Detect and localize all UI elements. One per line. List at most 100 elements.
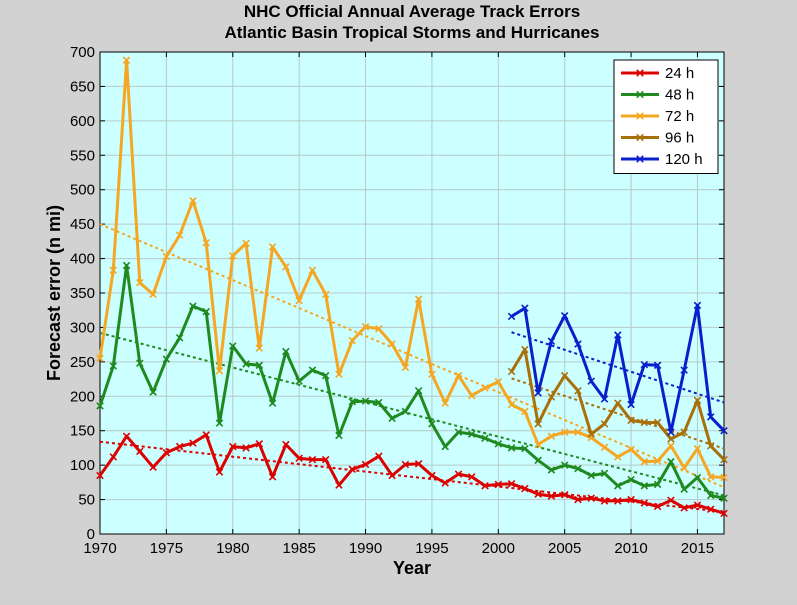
data-point	[534, 440, 542, 449]
data-point	[587, 430, 595, 438]
data-point	[667, 496, 675, 505]
data-point	[109, 453, 118, 461]
data-point	[680, 464, 688, 472]
data-point	[321, 290, 330, 299]
data-point	[255, 361, 264, 370]
data-point	[547, 393, 556, 401]
data-point	[375, 325, 383, 333]
data-point	[348, 336, 357, 345]
data-point	[534, 389, 542, 397]
data-point	[375, 398, 383, 407]
legend-marker	[636, 155, 644, 163]
data-point	[640, 457, 649, 466]
data-point	[667, 442, 675, 450]
data-point	[693, 444, 702, 453]
data-point	[175, 333, 184, 342]
y-tick-label: 350	[70, 285, 95, 302]
data-point	[441, 399, 449, 407]
data-point	[574, 428, 582, 436]
data-point	[494, 480, 503, 489]
data-point	[481, 434, 489, 443]
y-tick-label: 100	[70, 457, 95, 474]
data-point	[335, 370, 343, 379]
legend-label: 24 h	[665, 65, 694, 82]
legend-marker	[636, 133, 644, 142]
y-tick-label: 600	[70, 113, 95, 130]
data-point	[614, 453, 622, 461]
data-point	[627, 475, 635, 484]
data-point	[454, 371, 463, 380]
data-point	[202, 238, 210, 247]
data-point	[96, 471, 104, 480]
data-point	[587, 471, 595, 480]
data-point	[136, 278, 144, 287]
data-point	[653, 502, 662, 511]
data-point	[706, 413, 715, 421]
data-point	[600, 443, 609, 452]
legend: 24 h 48 h 72 h 96 h 120 h	[613, 59, 719, 174]
data-point	[521, 484, 529, 493]
data-point	[109, 266, 118, 275]
data-point	[242, 444, 250, 452]
chart-subtitle: Atlantic Basin Tropical Storms and Hurri…	[224, 23, 599, 42]
data-point	[414, 295, 423, 303]
data-point	[667, 435, 675, 443]
x-tick-label: 2015	[681, 540, 714, 557]
data-point	[534, 456, 542, 465]
data-point	[282, 440, 290, 449]
data-point	[308, 266, 317, 275]
data-point	[574, 340, 582, 348]
data-point	[414, 460, 423, 468]
x-tick-label: 1970	[83, 540, 116, 557]
data-point	[189, 196, 197, 205]
data-point	[534, 420, 542, 428]
data-point	[282, 263, 290, 271]
x-tick-label: 1995	[415, 540, 448, 557]
data-point	[640, 360, 649, 369]
y-tick-label: 450	[70, 216, 95, 233]
y-tick-label: 50	[78, 492, 95, 509]
series-line	[98, 264, 725, 500]
data-point	[481, 384, 489, 392]
data-point	[401, 407, 410, 416]
data-point	[414, 387, 423, 395]
data-point	[321, 371, 330, 380]
y-tick-label: 400	[70, 251, 95, 268]
data-point	[507, 367, 516, 376]
x-tick-label: 1975	[150, 540, 183, 557]
data-series	[96, 56, 728, 518]
data-point	[441, 442, 449, 451]
legend-marker	[636, 112, 644, 120]
data-point	[109, 362, 118, 370]
x-tick-label: 1990	[349, 540, 382, 557]
y-tick-label: 300	[70, 319, 95, 336]
trend-line	[511, 377, 725, 450]
data-point	[720, 473, 728, 482]
data-point	[587, 494, 595, 502]
y-tick-label: 550	[70, 147, 95, 164]
data-point	[189, 302, 197, 310]
data-point	[680, 366, 688, 374]
data-point	[560, 371, 569, 380]
series-96h	[507, 345, 728, 464]
data-point	[215, 367, 224, 375]
data-point	[122, 261, 131, 270]
data-point	[189, 439, 197, 447]
data-point	[693, 473, 702, 482]
data-point	[627, 416, 635, 425]
data-point	[122, 56, 131, 65]
data-point	[600, 395, 609, 403]
series-120h	[507, 301, 728, 436]
trend-line	[99, 223, 725, 489]
data-point	[96, 354, 104, 363]
data-point	[507, 400, 516, 409]
data-point	[521, 304, 529, 312]
data-point	[560, 490, 569, 499]
data-point	[229, 342, 237, 350]
data-point	[335, 431, 343, 440]
data-point	[560, 311, 569, 320]
data-point	[162, 448, 171, 457]
data-point	[467, 391, 476, 400]
